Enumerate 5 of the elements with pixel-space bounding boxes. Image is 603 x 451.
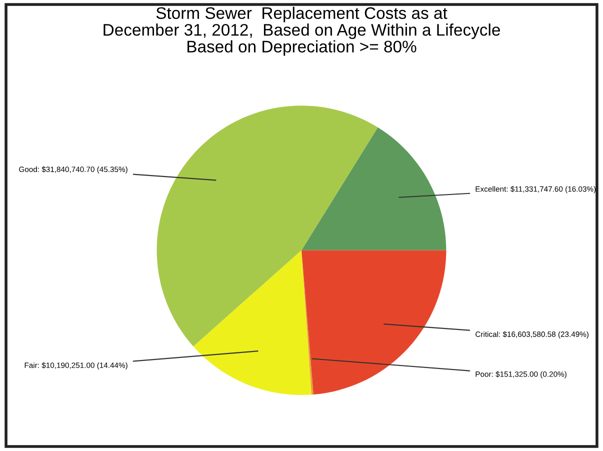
chart-title: Storm Sewer Replacement Costs as at December 31, 2012, Based on Age Within a Lifecycle Based on Depreciation >= 80% xyxy=(104,6,500,56)
pie-slice xyxy=(302,250,446,395)
pie-slice xyxy=(193,250,312,396)
pie-slice xyxy=(156,106,378,346)
pie-slice xyxy=(302,127,446,250)
